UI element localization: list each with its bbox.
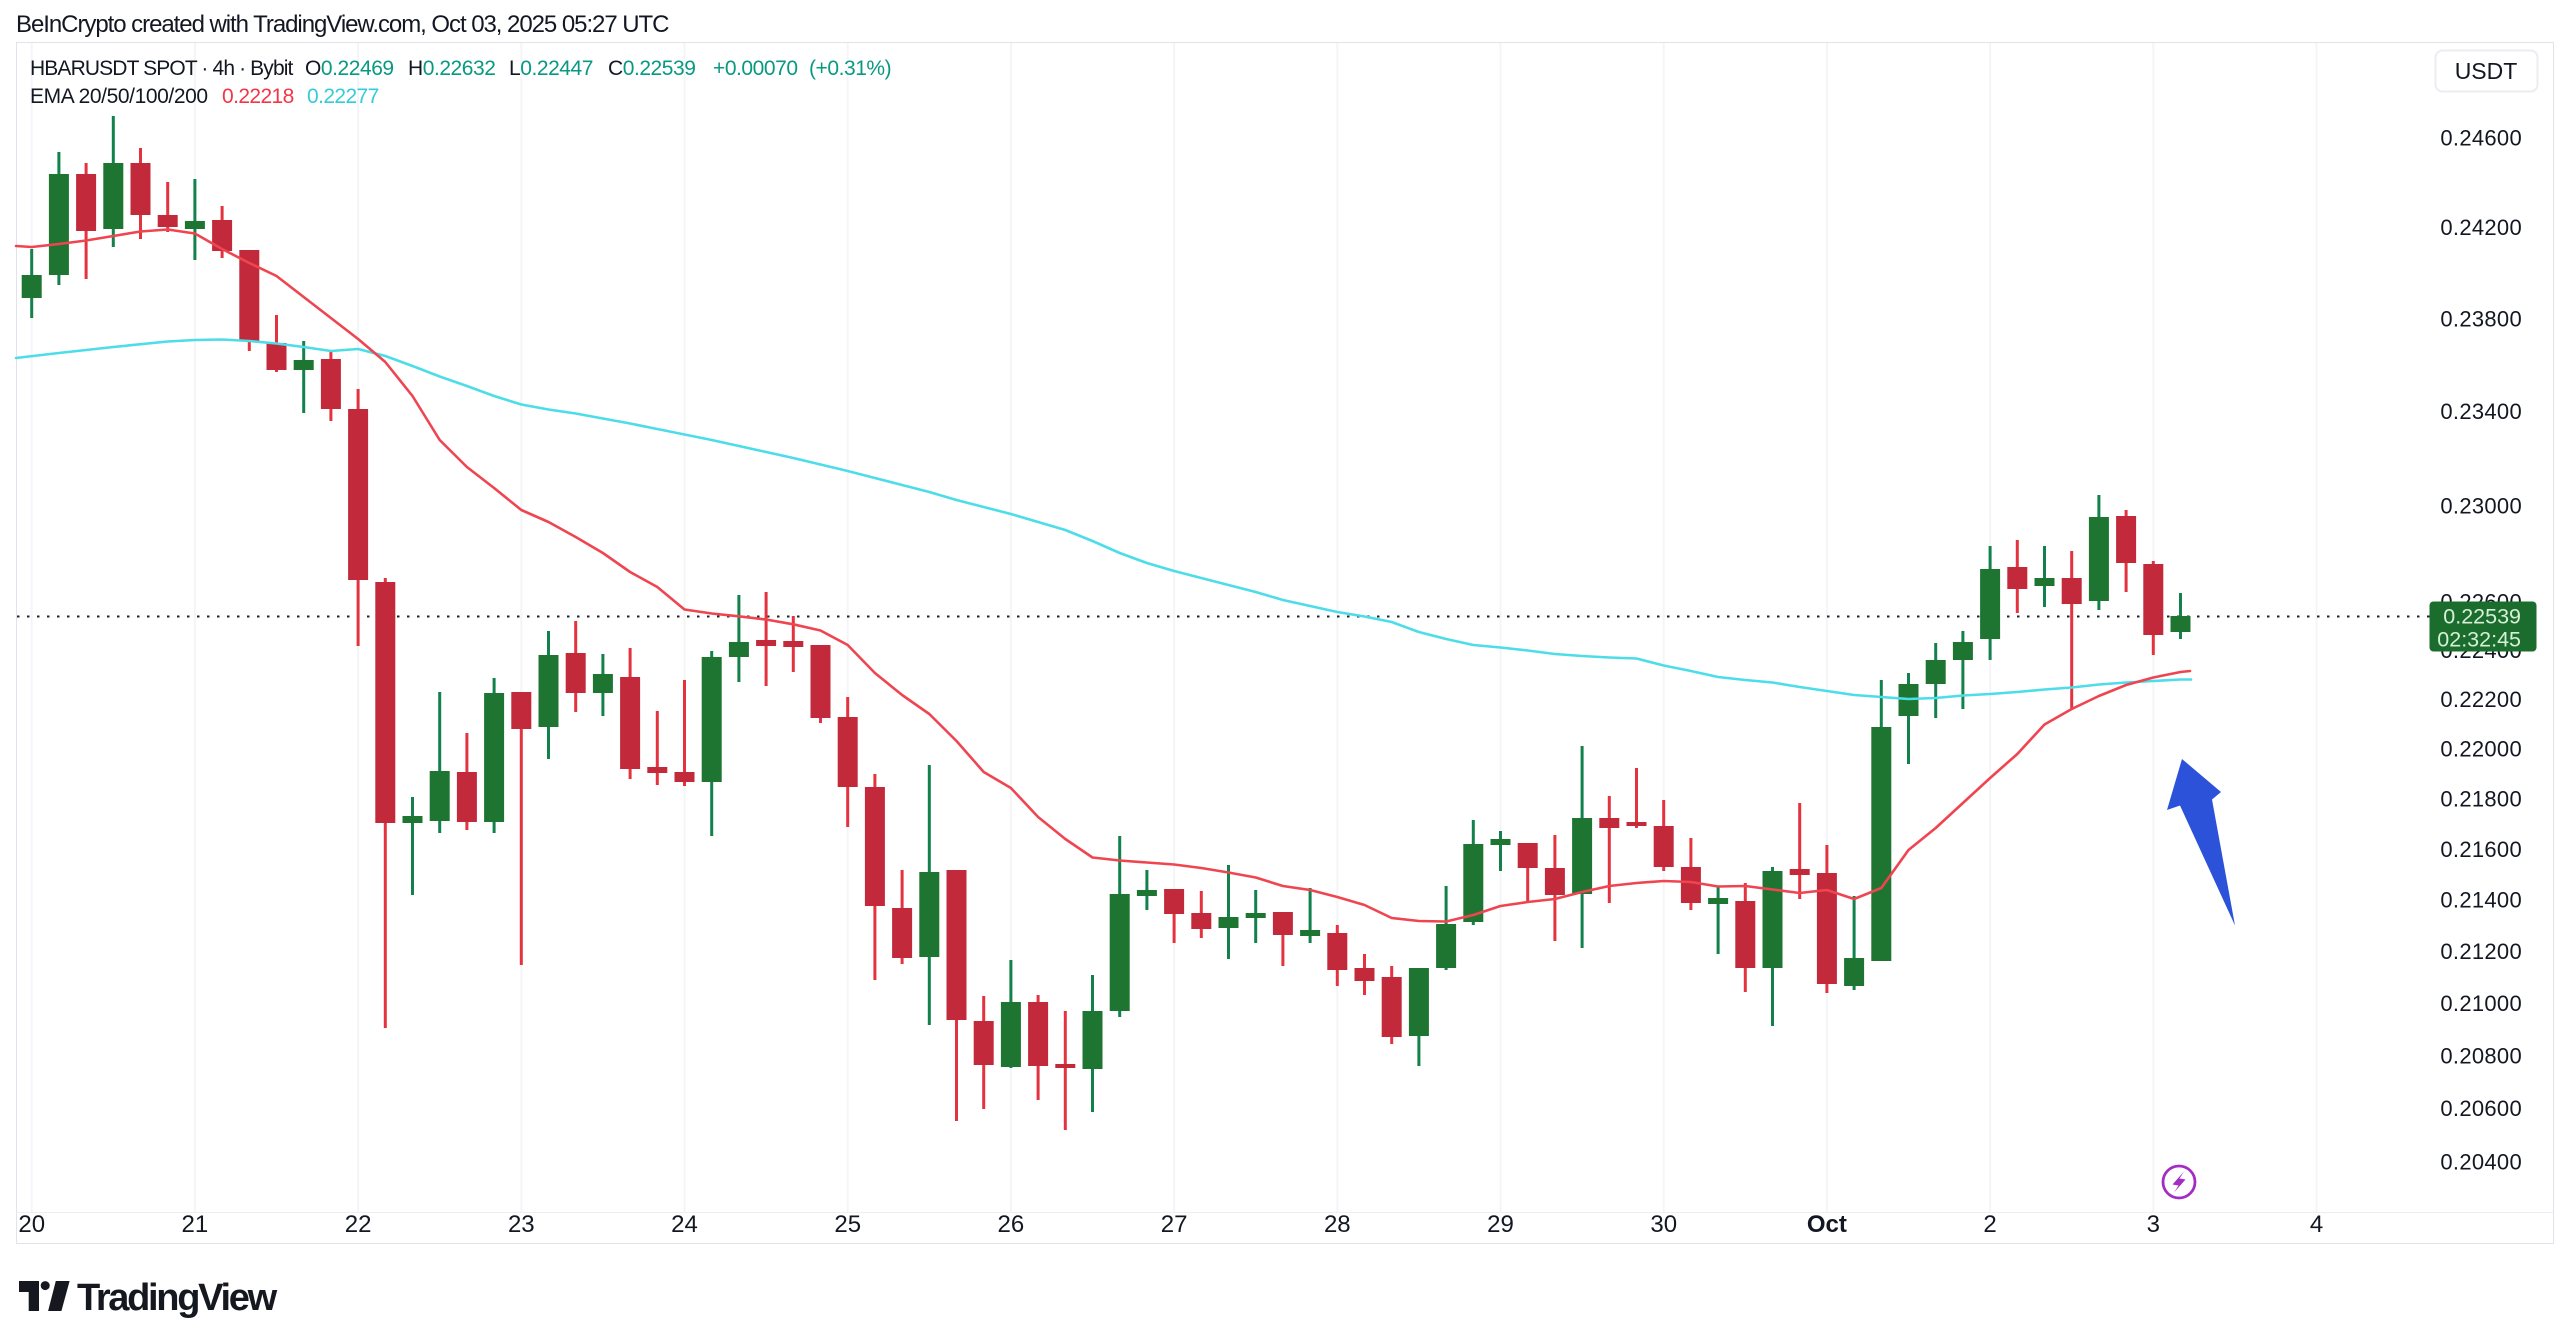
svg-text:25: 25 — [834, 1211, 861, 1238]
svg-text:0.24200: 0.24200 — [2440, 215, 2522, 240]
svg-text:20: 20 — [18, 1211, 45, 1238]
svg-text:0.21200: 0.21200 — [2440, 939, 2522, 964]
svg-text:0.24600: 0.24600 — [2440, 126, 2522, 151]
svg-text:21: 21 — [182, 1211, 209, 1238]
svg-text:0.22200: 0.22200 — [2440, 687, 2522, 712]
svg-text:0.21600: 0.21600 — [2440, 837, 2522, 862]
svg-text:4: 4 — [2310, 1211, 2323, 1238]
svg-text:0.23000: 0.23000 — [2440, 493, 2522, 518]
svg-text:0.21800: 0.21800 — [2440, 786, 2522, 811]
svg-text:Oct: Oct — [1807, 1211, 1847, 1238]
svg-text:28: 28 — [1324, 1211, 1351, 1238]
svg-text:0.23800: 0.23800 — [2440, 306, 2522, 331]
svg-text:0.21400: 0.21400 — [2440, 888, 2522, 913]
svg-text:24: 24 — [671, 1211, 698, 1238]
svg-text:27: 27 — [1161, 1211, 1188, 1238]
svg-text:30: 30 — [1650, 1211, 1677, 1238]
svg-text:26: 26 — [998, 1211, 1025, 1238]
svg-text:USDT: USDT — [2455, 58, 2518, 84]
svg-text:29: 29 — [1487, 1211, 1514, 1238]
svg-text:22: 22 — [345, 1211, 372, 1238]
svg-text:0.22539: 0.22539 — [2443, 605, 2521, 629]
svg-text:0.23400: 0.23400 — [2440, 399, 2522, 424]
svg-text:0.20800: 0.20800 — [2440, 1043, 2522, 1068]
svg-text:02:32:45: 02:32:45 — [2437, 628, 2521, 652]
svg-text:0.20600: 0.20600 — [2440, 1096, 2522, 1121]
svg-text:23: 23 — [508, 1211, 535, 1238]
svg-text:0.22000: 0.22000 — [2440, 737, 2522, 762]
svg-text:0.20400: 0.20400 — [2440, 1150, 2522, 1175]
svg-text:0.21000: 0.21000 — [2440, 991, 2522, 1016]
svg-text:3: 3 — [2147, 1211, 2160, 1238]
svg-text:2: 2 — [1983, 1211, 1996, 1238]
